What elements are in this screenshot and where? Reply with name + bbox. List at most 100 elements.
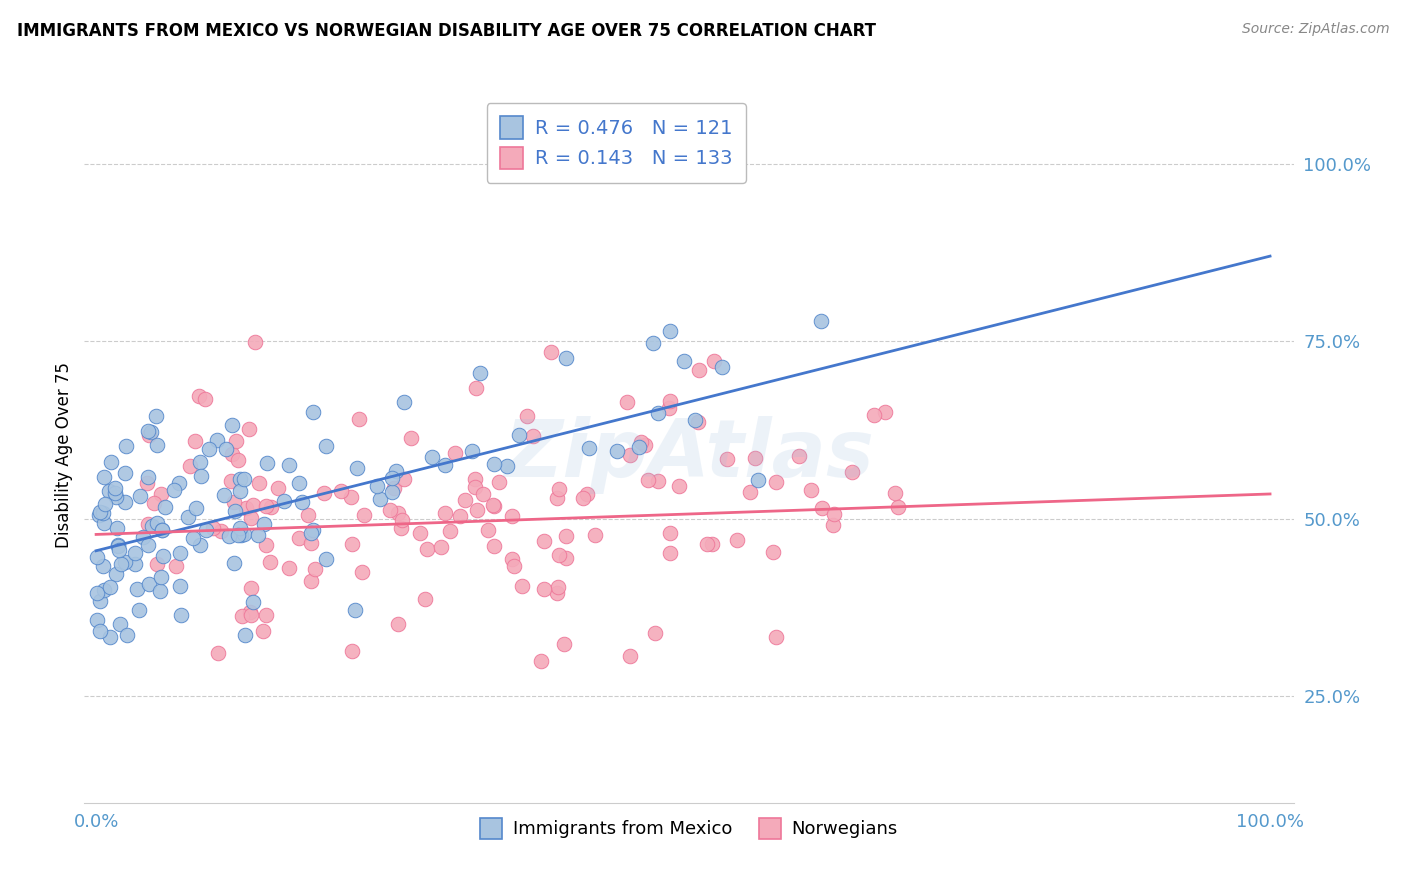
Point	[501, 508, 523, 523]
Point	[94, 497, 117, 511]
Point	[87, 508, 110, 522]
Point	[188, 455, 211, 469]
Point	[725, 533, 748, 547]
Point	[115, 439, 138, 453]
Point	[254, 500, 277, 514]
Point	[302, 405, 325, 419]
Point	[136, 470, 159, 484]
Point	[127, 582, 149, 596]
Point	[641, 335, 664, 350]
Point	[115, 627, 138, 641]
Point	[186, 501, 208, 516]
Point	[245, 334, 267, 349]
Point	[190, 468, 212, 483]
Point	[546, 586, 568, 600]
Point	[235, 501, 257, 516]
Point	[86, 586, 108, 600]
Point	[221, 475, 243, 489]
Point	[222, 556, 245, 570]
Point	[488, 475, 510, 489]
Point	[555, 351, 578, 365]
Point	[150, 570, 173, 584]
Point	[576, 486, 599, 500]
Point	[93, 470, 115, 484]
Point	[353, 508, 375, 523]
Point	[278, 561, 301, 575]
Point	[229, 521, 252, 535]
Point	[107, 538, 129, 552]
Point	[516, 409, 538, 423]
Point	[823, 507, 845, 521]
Point	[619, 648, 641, 663]
Point	[811, 500, 834, 515]
Point	[800, 483, 823, 497]
Point	[547, 580, 569, 594]
Point	[229, 483, 252, 498]
Point	[465, 381, 488, 395]
Point	[209, 524, 232, 539]
Point	[522, 429, 544, 443]
Point	[416, 542, 439, 557]
Point	[218, 529, 240, 543]
Point	[297, 508, 319, 522]
Legend: Immigrants from Mexico, Norwegians: Immigrants from Mexico, Norwegians	[472, 811, 905, 846]
Point	[302, 523, 325, 537]
Point	[299, 535, 322, 549]
Point	[124, 546, 146, 560]
Point	[430, 541, 453, 555]
Point	[508, 428, 530, 442]
Point	[139, 425, 162, 439]
Point	[100, 455, 122, 469]
Point	[555, 528, 578, 542]
Point	[700, 537, 723, 551]
Point	[229, 528, 252, 542]
Point	[688, 363, 710, 377]
Point	[238, 422, 260, 436]
Point	[215, 442, 238, 457]
Point	[873, 404, 896, 418]
Point	[242, 498, 264, 512]
Point	[149, 486, 172, 500]
Point	[198, 442, 221, 456]
Point	[231, 609, 253, 624]
Point	[188, 538, 211, 552]
Point	[91, 559, 114, 574]
Point	[259, 555, 281, 569]
Point	[346, 461, 368, 475]
Point	[141, 519, 163, 533]
Point	[110, 557, 132, 571]
Point	[104, 567, 127, 582]
Point	[340, 490, 363, 504]
Point	[409, 525, 432, 540]
Point	[380, 503, 402, 517]
Point	[553, 637, 575, 651]
Point	[740, 484, 762, 499]
Point	[212, 488, 235, 502]
Point	[464, 472, 486, 486]
Point	[762, 544, 785, 558]
Point	[533, 533, 555, 548]
Point	[233, 527, 256, 541]
Point	[747, 473, 769, 487]
Point	[259, 500, 281, 515]
Point	[152, 549, 174, 564]
Point	[288, 476, 311, 491]
Point	[315, 439, 337, 453]
Point	[226, 528, 249, 542]
Point	[711, 360, 734, 375]
Point	[659, 324, 682, 338]
Point	[105, 521, 128, 535]
Point	[150, 523, 173, 537]
Point	[256, 456, 278, 470]
Point	[89, 594, 111, 608]
Point	[387, 506, 409, 520]
Point	[368, 491, 391, 506]
Point	[547, 548, 569, 562]
Point	[533, 582, 555, 596]
Point	[163, 483, 186, 498]
Point	[226, 453, 249, 467]
Point	[548, 482, 571, 496]
Point	[136, 475, 159, 490]
Point	[97, 483, 120, 498]
Point	[114, 467, 136, 481]
